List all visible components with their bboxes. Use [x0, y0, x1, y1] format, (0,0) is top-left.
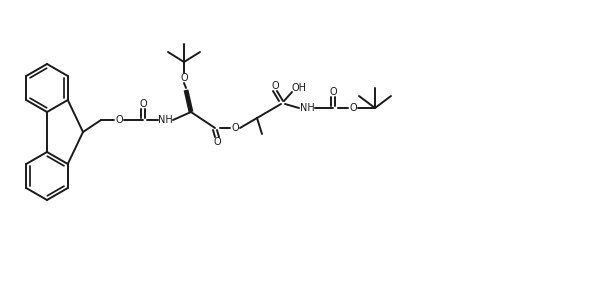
Text: O: O [139, 99, 147, 109]
Text: O: O [231, 123, 239, 133]
Text: O: O [115, 115, 123, 125]
Text: NH: NH [157, 115, 173, 125]
Text: O: O [271, 81, 279, 91]
Text: O: O [349, 103, 357, 113]
Text: O: O [180, 73, 188, 83]
Text: NH: NH [300, 103, 314, 113]
Text: O: O [329, 87, 337, 97]
Text: OH: OH [291, 83, 306, 93]
Text: O: O [213, 137, 221, 147]
